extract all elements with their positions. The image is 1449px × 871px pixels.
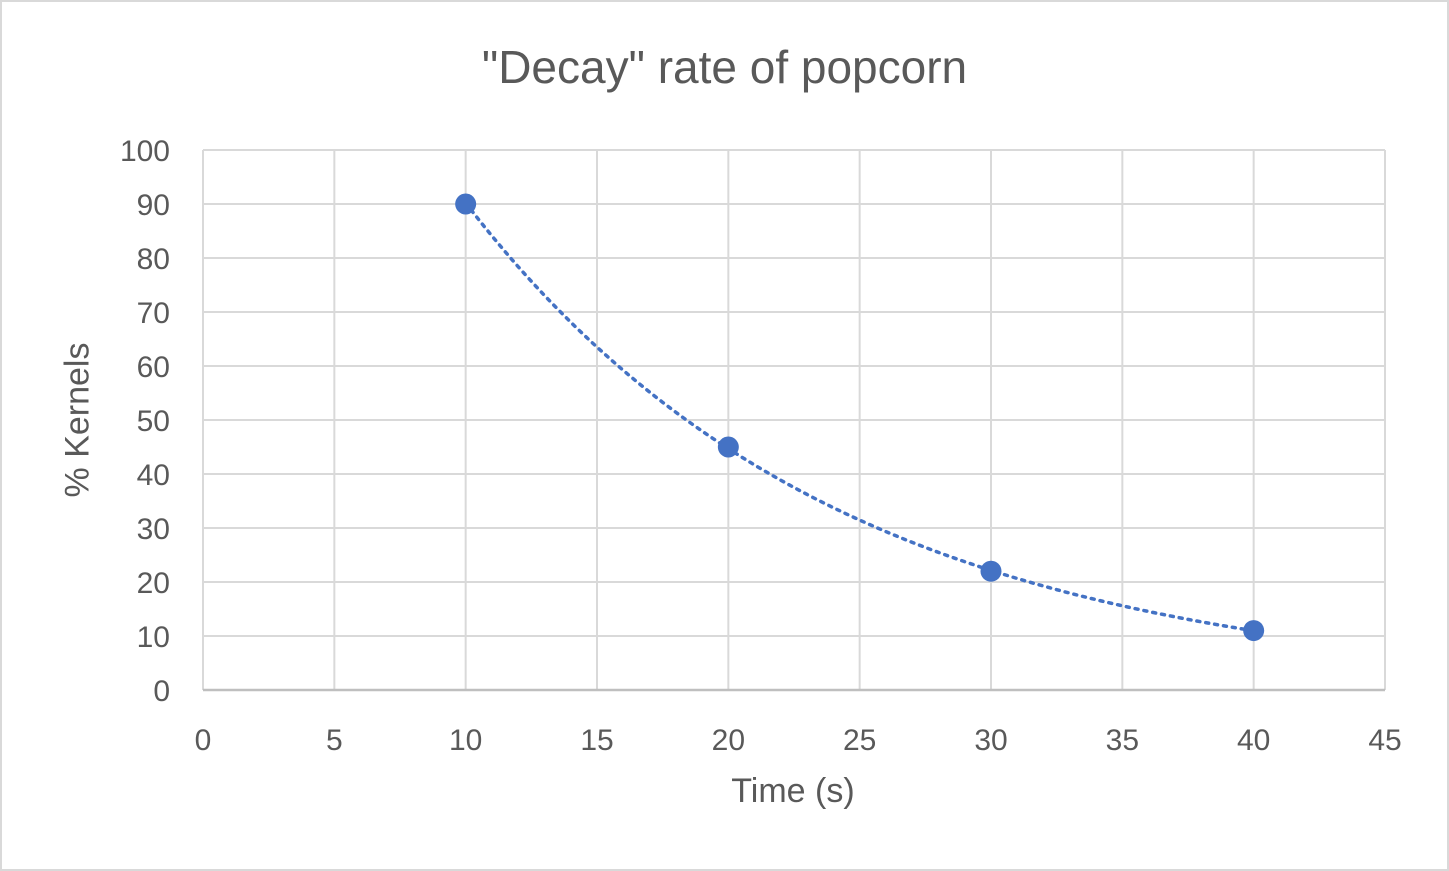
y-tick-label: 10	[137, 621, 170, 654]
x-tick-label: 0	[195, 724, 212, 757]
y-tick-label: 80	[137, 243, 170, 276]
x-tick-label: 15	[580, 724, 613, 757]
y-tick-label: 0	[153, 675, 170, 708]
chart-title: "Decay" rate of popcorn	[481, 41, 968, 93]
data-point	[980, 560, 1002, 582]
y-tick-label: 20	[137, 567, 170, 600]
x-tick-label: 40	[1237, 724, 1270, 757]
data-points	[455, 193, 1265, 642]
x-tick-label: 30	[974, 724, 1007, 757]
y-tick-label: 90	[137, 189, 170, 222]
tick-labels: 0 5 10 15 20 25 30 35 40 45 0 10 20 30 40 50 60 70 80 90 100	[120, 135, 1402, 757]
y-tick-label: 60	[137, 351, 170, 384]
data-point	[455, 193, 477, 215]
y-tick-label: 40	[137, 459, 170, 492]
gridlines	[202, 149, 1386, 692]
x-tick-label: 20	[712, 724, 745, 757]
y-axis-label: % Kernels	[58, 342, 97, 498]
x-axis-label: Time (s)	[731, 772, 855, 810]
x-tick-label: 5	[326, 724, 343, 757]
y-tick-label: 30	[137, 513, 170, 546]
y-tick-label: 70	[137, 297, 170, 330]
data-point	[717, 436, 739, 458]
y-tick-label: 100	[120, 135, 170, 168]
x-tick-label: 35	[1106, 724, 1139, 757]
x-tick-label: 10	[449, 724, 482, 757]
data-point	[1243, 620, 1265, 642]
y-tick-label: 50	[137, 405, 170, 438]
x-tick-label: 45	[1368, 724, 1401, 757]
x-tick-label: 25	[843, 724, 876, 757]
